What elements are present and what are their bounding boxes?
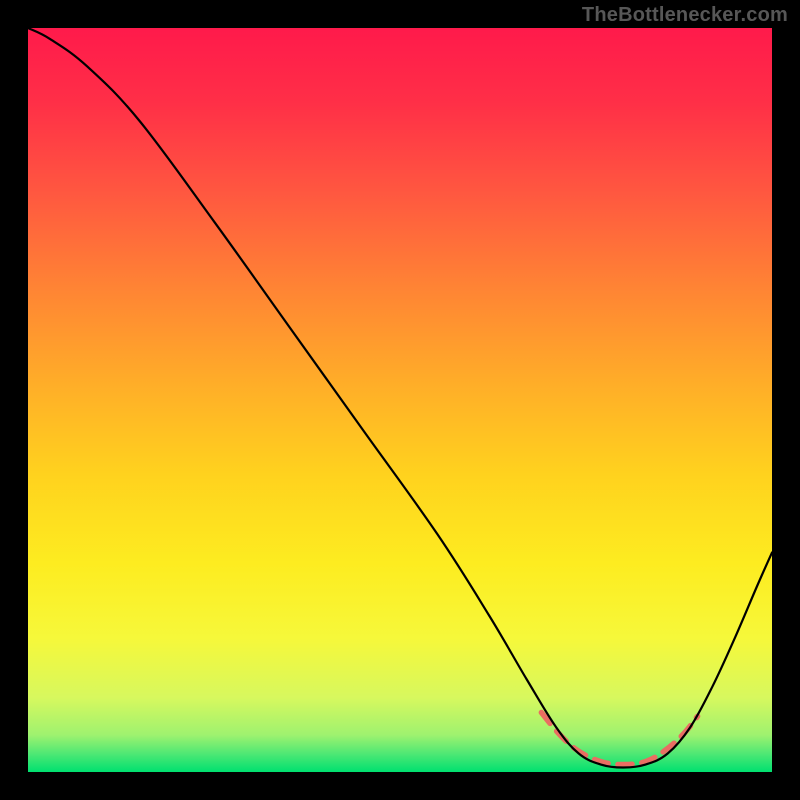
plot-area bbox=[28, 28, 772, 772]
watermark-text: TheBottlenecker.com bbox=[582, 4, 788, 27]
bottleneck-curve bbox=[28, 28, 772, 768]
curve-layer bbox=[28, 28, 772, 772]
